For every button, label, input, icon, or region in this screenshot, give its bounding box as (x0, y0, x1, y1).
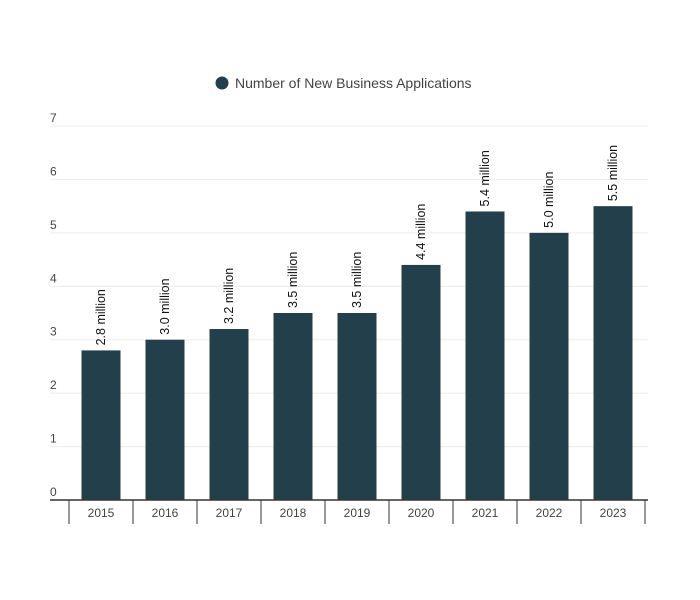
x-tick-label: 2021 (472, 506, 499, 520)
legend-label: Number of New Business Applications (235, 75, 472, 91)
bar (145, 339, 185, 500)
data-label: 5.0 million (542, 172, 556, 228)
data-label: 2.8 million (94, 289, 108, 345)
x-tick-label: 2020 (408, 506, 435, 520)
data-label: 4.4 million (414, 204, 428, 260)
x-tick-label: 2016 (152, 506, 179, 520)
y-axis-ticks: 0 1 2 3 4 5 6 7 (50, 111, 57, 499)
legend-marker (215, 76, 229, 90)
y-tick-label: 0 (50, 485, 57, 499)
y-tick-label: 6 (50, 164, 57, 178)
x-axis-ticks: 2015 2016 2017 2018 2019 2020 2021 2022 2023 (68, 500, 646, 524)
data-label: 5.5 million (606, 145, 620, 201)
x-tick-label: 2018 (280, 506, 307, 520)
bar (529, 232, 569, 500)
y-tick-label: 4 (50, 271, 57, 285)
data-label: 5.4 million (478, 150, 492, 206)
bar (593, 206, 633, 500)
x-tick-label: 2019 (344, 506, 371, 520)
bar (401, 264, 441, 500)
legend: Number of New Business Applications (215, 75, 472, 91)
y-tick-label: 2 (50, 378, 57, 392)
bar (209, 329, 249, 500)
data-label: 3.5 million (350, 252, 364, 308)
y-tick-label: 5 (50, 218, 57, 232)
bar (465, 211, 505, 500)
x-tick-label: 2017 (216, 506, 243, 520)
bar (273, 313, 313, 500)
data-label: 3.0 million (158, 278, 172, 334)
bars (81, 206, 633, 500)
y-tick-label: 7 (50, 111, 57, 125)
data-label: 3.5 million (286, 252, 300, 308)
x-tick-label: 2023 (600, 506, 627, 520)
y-tick-label: 1 (50, 432, 57, 446)
x-tick-label: 2015 (88, 506, 115, 520)
bar (81, 350, 121, 500)
x-tick-label: 2022 (536, 506, 563, 520)
data-label: 3.2 million (222, 268, 236, 324)
data-labels: 2.8 million 3.0 million 3.2 million 3.5 mil… (94, 145, 620, 346)
bar (337, 313, 377, 500)
y-tick-label: 3 (50, 325, 57, 339)
